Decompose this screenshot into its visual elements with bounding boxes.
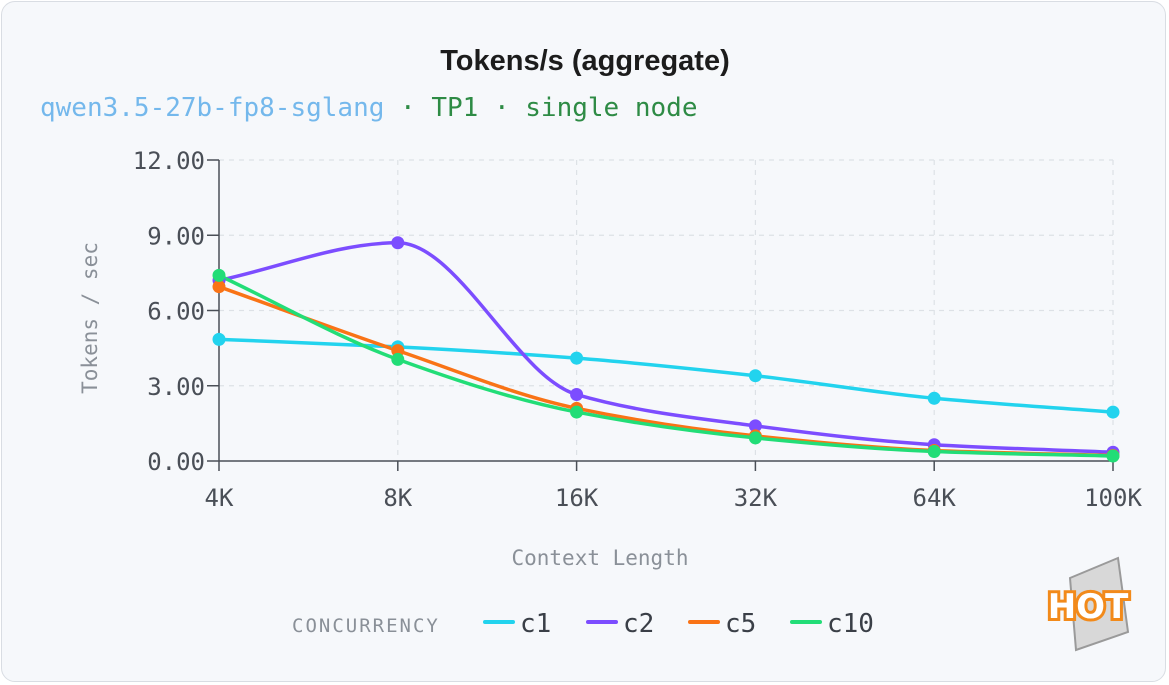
legend-label-c5: c5 (725, 609, 756, 639)
y-axis-label: Tokens / sec (78, 242, 102, 394)
legend-label-c1: c1 (520, 609, 551, 639)
data-point-c1 (748, 369, 762, 383)
grid-lines (219, 159, 1114, 461)
series-line-c1 (218, 337, 1114, 414)
data-point-c2 (570, 388, 584, 402)
subtitle-sep-1: · (384, 93, 431, 123)
data-point-c1 (1106, 405, 1120, 419)
x-axis-label: Context Length (511, 546, 688, 570)
y-tick-label: 3.00 (147, 373, 205, 401)
chart-subtitle: qwen3.5-27b-fp8-sglang · TP1 · single no… (40, 93, 697, 123)
subtitle-tp: TP1 (431, 93, 478, 123)
data-point-c10 (748, 431, 762, 445)
hot-badge: HOT (1045, 556, 1132, 652)
x-tick-label: 4K (205, 484, 234, 512)
data-point-c5 (212, 280, 226, 294)
data-point-c10 (1106, 449, 1120, 463)
data-point-c2 (748, 419, 762, 433)
x-tick-label: 100K (1084, 484, 1142, 512)
data-point-c1 (570, 351, 584, 365)
y-tick-label: 9.00 (147, 222, 205, 250)
y-tick-label: 6.00 (147, 298, 205, 326)
legend: c1 c2 c5 c10 (483, 609, 874, 639)
data-point-c10 (927, 444, 941, 458)
data-point-c10 (570, 405, 584, 419)
subtitle-model: qwen3.5-27b-fp8-sglang (40, 93, 384, 123)
series-lines (218, 241, 1114, 458)
legend-label-c2: c2 (623, 609, 654, 639)
data-point-c1 (212, 332, 226, 346)
chart-title: Tokens/s (aggregate) (440, 45, 730, 77)
series-line-c10 (218, 273, 1114, 458)
axes: 0.00 3.00 6.00 9.00 12.00 4K 8K 16K 32K 64K 100K (133, 147, 1143, 512)
hot-badge-shape (1068, 556, 1130, 652)
x-tick-label: 8K (383, 484, 412, 512)
x-tick-label: 64K (913, 484, 957, 512)
legend-title: CONCURRENCY (292, 615, 440, 637)
hot-badge-text: HOT (1048, 587, 1129, 627)
data-point-c10 (391, 352, 405, 366)
series-points (212, 236, 1120, 463)
x-tick-label: 32K (734, 484, 778, 512)
y-tick-label: 12.00 (133, 147, 205, 175)
x-tick-label: 16K (555, 484, 599, 512)
subtitle-node: single node (525, 93, 697, 123)
data-point-c1 (927, 391, 941, 405)
series-line-c2 (218, 241, 1114, 454)
data-point-c2 (391, 236, 405, 250)
series-line-c5 (218, 285, 1114, 458)
subtitle-sep-2: · (478, 93, 525, 123)
data-point-c10 (212, 268, 226, 282)
y-tick-label: 0.00 (147, 448, 205, 476)
legend-label-c10: c10 (827, 609, 874, 639)
